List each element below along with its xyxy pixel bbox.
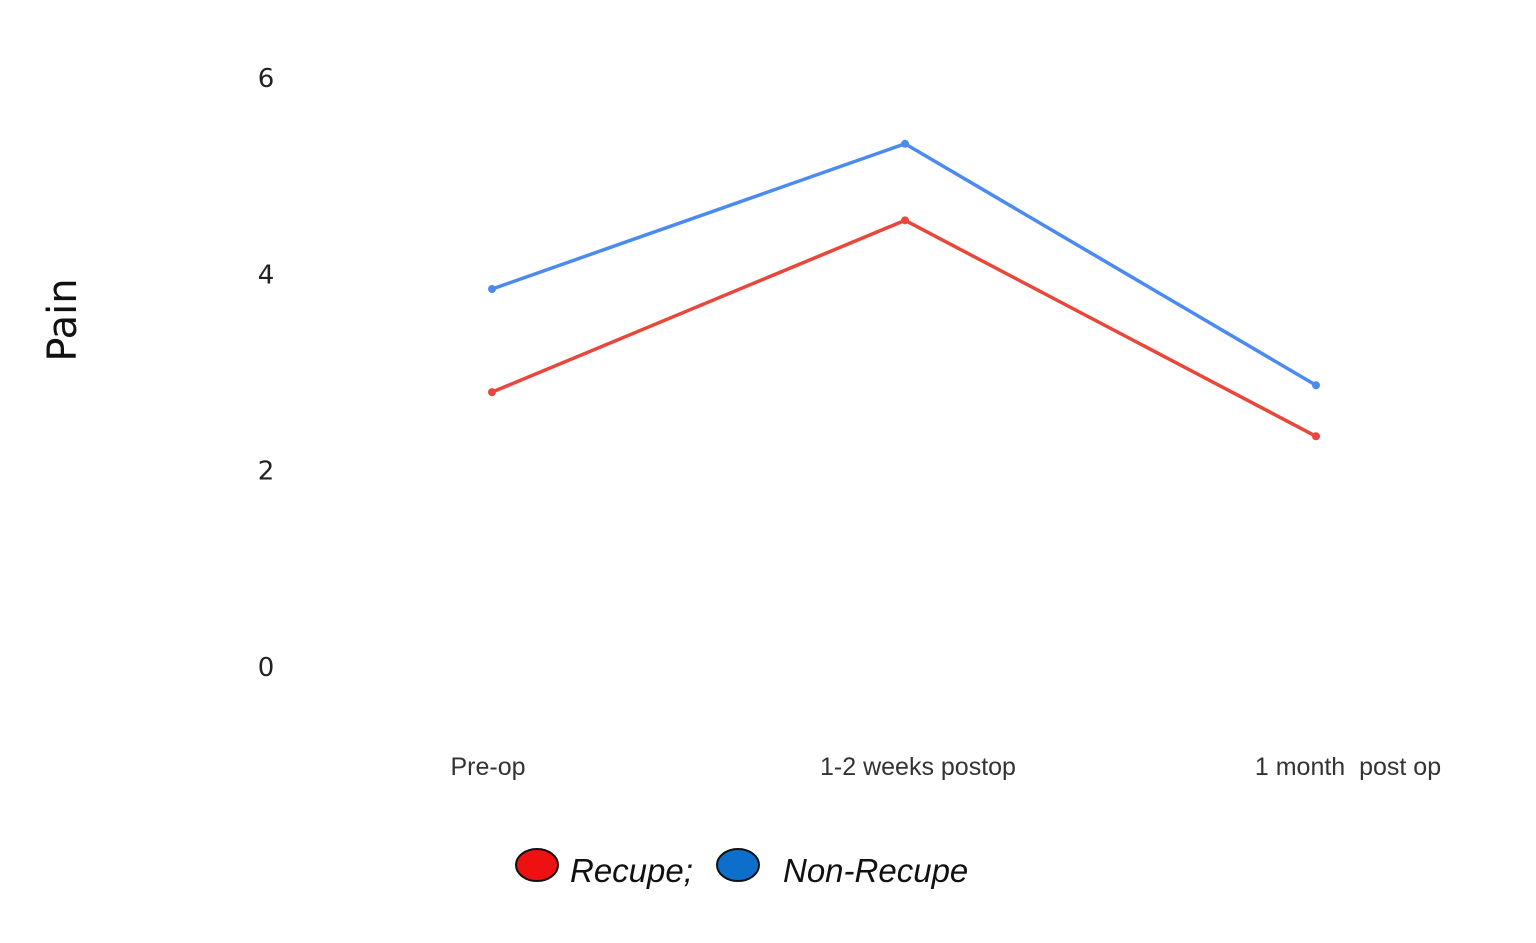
x-tick-label: Pre-op bbox=[450, 753, 525, 781]
data-point bbox=[1312, 381, 1320, 390]
x-axis-ticks: Pre-op 1-2 weeks postop 1 month post op bbox=[450, 753, 1441, 781]
y-tick-label: 6 bbox=[258, 64, 275, 94]
legend-label-2: Non-Recupe bbox=[783, 852, 968, 889]
y-tick-label: 2 bbox=[258, 457, 275, 487]
x-tick-label: 1 month post op bbox=[1255, 753, 1441, 781]
y-axis-ticks: 0 2 4 6 bbox=[258, 64, 275, 683]
legend-label-1: Recupe; bbox=[570, 852, 693, 889]
legend-marker-2 bbox=[716, 848, 760, 882]
data-point bbox=[901, 216, 909, 225]
y-tick-label: 4 bbox=[258, 260, 275, 290]
data-point bbox=[1312, 432, 1320, 441]
data-point bbox=[901, 139, 909, 148]
data-point bbox=[488, 285, 496, 294]
y-tick-label: 0 bbox=[258, 653, 275, 683]
series-points bbox=[488, 139, 1320, 441]
legend: Recupe; Non-Recupe bbox=[515, 848, 968, 889]
series-line-2 bbox=[491, 141, 1317, 387]
series-lines bbox=[491, 141, 1317, 438]
x-tick-label: 1-2 weeks postop bbox=[820, 753, 1016, 781]
legend-marker-1 bbox=[515, 848, 559, 882]
y-axis-label: Pain bbox=[40, 278, 86, 361]
data-point bbox=[488, 388, 496, 397]
series-line-1 bbox=[491, 218, 1317, 438]
